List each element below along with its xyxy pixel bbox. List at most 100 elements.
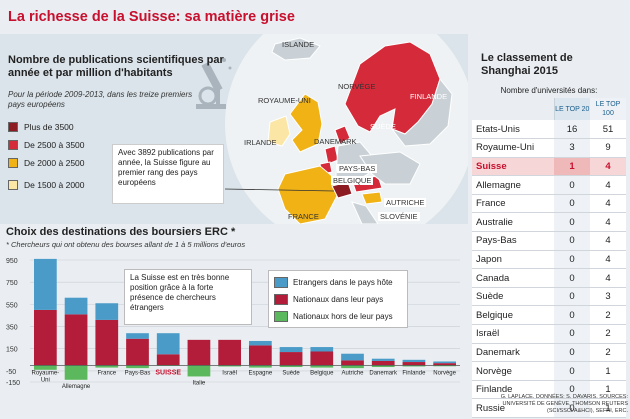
bar-nationaux-5 <box>187 339 211 366</box>
map-legend-item-1: Plus de 3500 <box>8 122 74 132</box>
chart-legend-item-2: Nationaux dans leur pays <box>274 291 402 308</box>
y-tick-label: -150 <box>6 380 20 387</box>
bar-hors-0 <box>33 365 57 370</box>
legend-swatch <box>274 311 288 322</box>
bar-etrangers-10 <box>341 353 364 361</box>
table-cell-top20: 0 <box>554 194 590 214</box>
x-tick-label: SUISSE <box>155 369 181 376</box>
bar-etrangers-8 <box>279 347 303 353</box>
iceland-shape <box>271 37 321 61</box>
table-cell-country: Canada <box>472 268 554 288</box>
table-row: Belgique 0 2 <box>472 305 626 326</box>
table-row: Suède 0 3 <box>472 287 626 307</box>
country-label-pays-bas: PAYS-BAS <box>337 164 378 173</box>
shanghai-panel: Le classement de Shanghai 2015 Nombre d'… <box>468 34 630 419</box>
table-row: Etats-Unis 16 51 <box>472 120 626 140</box>
bar-nationaux-2 <box>95 319 119 366</box>
table-row: Norvège 0 1 <box>472 361 626 381</box>
table-cell-country: Pays-Bas <box>472 231 554 251</box>
table-cell-top20: 0 <box>554 231 590 251</box>
table-cell-top100: 9 <box>590 138 626 158</box>
table-cell-top100: 2 <box>590 305 626 326</box>
table-cell-country: Danemark <box>472 343 554 363</box>
map-legend-item-4: De 1500 à 2000 <box>8 180 85 190</box>
table-cell-top20: 0 <box>554 305 590 326</box>
table-row: Australie 0 4 <box>472 212 626 233</box>
x-tick-label: Norvège <box>433 370 456 376</box>
country-label-islande: ISLANDE <box>282 40 315 49</box>
table-cell-top20: 0 <box>554 380 590 400</box>
bar-nationaux-9 <box>310 351 334 366</box>
x-tick-label: Pays-Bas <box>125 370 151 376</box>
legend-swatch <box>274 277 288 288</box>
poland-shape <box>359 151 421 185</box>
bar-nationaux-3 <box>126 338 149 366</box>
bar-hors-5 <box>187 365 211 377</box>
erc-bar-chart: 950 750 550 350 150 -50 -150 Royaume-UniAllemag… <box>6 258 460 390</box>
bar-etrangers-7 <box>248 340 272 346</box>
callout-line <box>224 188 335 192</box>
table-cell-top100: 51 <box>590 120 626 140</box>
table-cell-top100: 1 <box>590 361 626 381</box>
title-bar: La richesse de la Suisse: sa matière gri… <box>0 0 630 34</box>
map-subtitle: Pour la période 2009-2013, dans les trei… <box>8 90 193 109</box>
x-tick-label: Israël <box>222 370 237 376</box>
bar-hors-13 <box>433 365 457 367</box>
x-tick-label: Royaume-Uni <box>32 370 60 383</box>
table-cell-top20: 0 <box>554 268 590 288</box>
map-legend-item-3: De 2000 à 2500 <box>8 158 85 168</box>
bar-nationaux-8 <box>279 352 303 366</box>
table-row: France 0 4 <box>472 194 626 214</box>
legend-label: Nationaux hors de leur pays <box>293 312 393 321</box>
map-legend-item-2: De 2500 à 3500 <box>8 140 85 150</box>
bar-nationaux-11 <box>371 360 395 366</box>
table-cell-top100: 4 <box>590 250 626 270</box>
table-cell-country: Norvège <box>472 361 554 381</box>
legend-swatch <box>8 140 18 150</box>
y-tick-label: 150 <box>6 347 18 354</box>
x-tick-label: Finlande <box>402 370 426 376</box>
bar-nationaux-10 <box>341 360 364 366</box>
table-cell-top100: 1 <box>590 380 626 400</box>
table-cell-top20: 0 <box>554 398 590 418</box>
bar-hors-3 <box>126 365 149 369</box>
bar-hors-8 <box>279 365 303 368</box>
table-cell-top20: 3 <box>554 138 590 158</box>
table-cell-top20: 0 <box>554 250 590 270</box>
shanghai-table: LE TOP 20 LE TOP 100 Etats-Unis 16 51 Royau… <box>472 98 626 418</box>
chart-subtitle: * Chercheurs qui ont obtenu des bourses … <box>6 240 246 249</box>
table-cell-country: Allemagne <box>472 175 554 195</box>
bar-hors-7 <box>248 365 272 368</box>
bar-etrangers-12 <box>402 359 426 363</box>
source-credit: G. LAPLACE. DONNÉES: S. DAVARIS. SOURCES… <box>500 394 628 414</box>
bar-etrangers-2 <box>95 303 119 320</box>
table-cell-country: Belgique <box>472 305 554 326</box>
europe-map <box>196 34 468 224</box>
map-title: Nombre de publications scientifiques par… <box>8 54 224 79</box>
legend-label: De 2000 à 2500 <box>24 158 85 168</box>
table-cell-country: Australie <box>472 212 554 233</box>
bar-hors-11 <box>371 365 395 368</box>
x-tick-label: Espagne <box>249 370 273 376</box>
x-tick-label: Belgique <box>310 370 334 376</box>
legend-swatch <box>274 294 288 305</box>
table-cell-top20: 1 <box>554 157 590 177</box>
country-label-royaume-uni: ROYAUME-UNI <box>258 96 311 105</box>
chart-legend-item-1: Etrangers dans le pays hôte <box>274 274 402 291</box>
x-tick-label: France <box>97 370 116 376</box>
uk-shape <box>289 93 323 153</box>
table-cell-top20: 0 <box>554 287 590 307</box>
bar-nationaux-13 <box>433 363 457 366</box>
table-cell-country: Etats-Unis <box>472 120 554 140</box>
y-tick-label: 350 <box>6 325 18 332</box>
x-tick-label: Allemagne <box>62 384 91 390</box>
bar-etrangers-11 <box>371 358 395 361</box>
table-cell-country: France <box>472 194 554 214</box>
table-cell-top100: 4 <box>590 212 626 233</box>
baltic-shape <box>390 77 453 147</box>
legend-swatch <box>8 158 18 168</box>
bar-etrangers-13 <box>433 361 457 364</box>
bar-nationaux-7 <box>248 345 272 366</box>
chart-legend-item-3: Nationaux hors de leur pays <box>274 308 402 325</box>
table-cell-country: Finlande <box>472 380 554 400</box>
